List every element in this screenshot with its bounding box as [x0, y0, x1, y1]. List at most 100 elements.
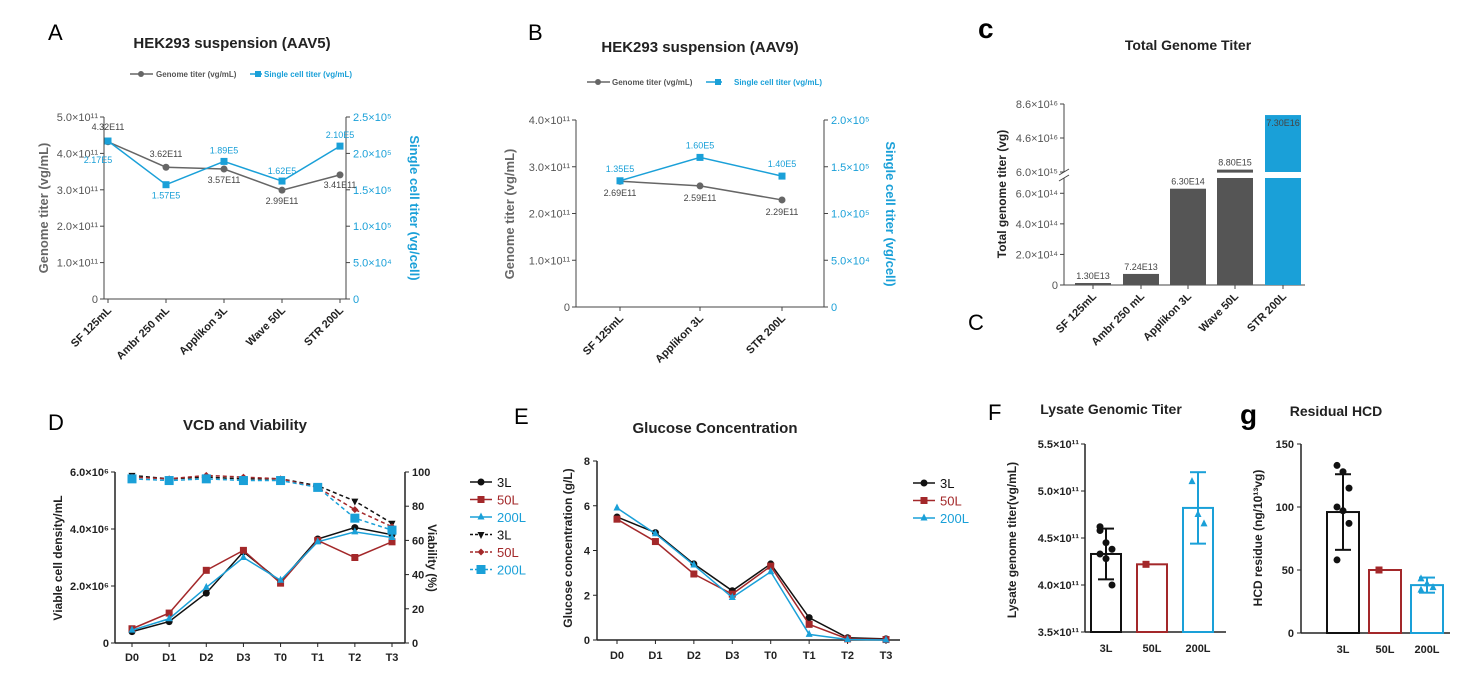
data-label-genome-a: 4.32E11	[92, 122, 125, 132]
y2-axis-label-d: Viability (%)	[425, 524, 439, 592]
legend-label-d: 3L	[497, 528, 511, 543]
x-tick-label-c: STR 200L	[1245, 290, 1289, 334]
x-tick-label-g: 3L	[1337, 644, 1350, 656]
data-label-c: 8.80E15	[1218, 158, 1252, 168]
series-line-d	[131, 531, 393, 631]
axis-break-mark-c	[1058, 174, 1070, 182]
point-f	[1108, 581, 1116, 589]
y-tick-label-f: 3.5×10¹¹	[1038, 627, 1080, 639]
x-tick-label-d: T2	[348, 652, 361, 664]
legend-marker-cell-b	[715, 79, 721, 85]
y-tick-label-g: 0	[1288, 628, 1294, 640]
legend-label-d: 50L	[497, 493, 519, 508]
chart-title-b: HEK293 suspension (AAV9)	[601, 39, 798, 56]
point-e	[805, 614, 813, 622]
point-g	[1333, 503, 1341, 511]
y2-tick-label-b: 1.0×10⁵	[831, 209, 870, 221]
x-tick-label-e: T2	[841, 650, 854, 662]
data-label-genome-b: 2.69E11	[604, 188, 637, 198]
point-genome-a	[162, 163, 170, 171]
point-cell-b	[696, 153, 704, 161]
x-tick-label-e: T3	[880, 650, 893, 662]
y2-tick-label-b: 2.0×10⁵	[831, 115, 870, 127]
x-tick-label-e: D2	[687, 650, 701, 662]
x-tick-label-a: STR 200L	[302, 304, 346, 348]
x-tick-label-g: 50L	[1376, 644, 1395, 656]
y-tick-label-b: 0	[564, 302, 570, 314]
chart-title-e: Glucose Concentration	[632, 420, 797, 437]
y2-axis-label-a: Single cell titer (vg/cell)	[407, 135, 422, 280]
panel-label-c: c	[978, 13, 994, 44]
legend-marker-e	[920, 513, 928, 521]
x-tick-label-d: D0	[125, 652, 139, 664]
point-genome-a	[278, 186, 286, 194]
point-d	[202, 566, 210, 574]
y-tick-label-c: 4.0×10¹⁴	[1016, 219, 1059, 231]
y-tick-label-b: 1.0×10¹¹	[529, 255, 571, 267]
x-tick-label-b: SF 125mL	[581, 312, 626, 357]
point-d	[202, 589, 210, 597]
point-cell-a	[336, 142, 344, 150]
legend-marker-d	[477, 548, 485, 556]
point-e	[613, 515, 621, 523]
point-e	[613, 503, 621, 511]
x-tick-label-c: Applikon 3L	[1141, 290, 1194, 343]
data-label-genome-a: 3.57E11	[208, 175, 241, 185]
point-g	[1333, 556, 1341, 564]
point-cell-b	[616, 177, 624, 185]
y2-tick-label-d: 40	[412, 570, 424, 582]
y-tick-label-a: 1.0×10¹¹	[57, 258, 99, 270]
y-tick-label-a: 2.0×10¹¹	[57, 221, 99, 233]
y-tick-label-f: 4.0×10¹¹	[1038, 580, 1080, 592]
legend-marker-d	[477, 496, 485, 503]
point-d	[239, 553, 247, 560]
series-line-e	[616, 516, 887, 640]
point-f	[1102, 555, 1110, 563]
y2-tick-label-d: 100	[412, 467, 430, 479]
legend-marker-genome-a	[138, 71, 144, 77]
data-label-cell-b: 1.60E5	[686, 140, 715, 150]
point-g	[1339, 507, 1347, 515]
point-d	[201, 474, 211, 484]
bar-g	[1368, 569, 1402, 634]
y-tick-label-f: 5.0×10¹¹	[1038, 486, 1080, 498]
y-axis-label-e: Glucose concentration (g/L)	[561, 468, 575, 627]
y2-tick-label-a: 0	[353, 294, 359, 306]
point-d	[238, 476, 248, 486]
x-tick-label-e: T1	[803, 650, 816, 662]
data-label-c: 1.30E13	[1076, 271, 1110, 281]
y-axis-label-c: Total genome titer (vg)	[995, 130, 1009, 258]
point-e	[651, 538, 659, 546]
y-tick-label-b: 2.0×10¹¹	[529, 209, 571, 221]
x-tick-label-f: 50L	[1143, 643, 1162, 655]
point-d	[387, 525, 397, 535]
x-tick-label-a: SF 125mL	[69, 304, 114, 349]
data-label-c: 7.30E16	[1266, 118, 1300, 128]
point-d	[276, 476, 286, 486]
data-label-genome-a: 3.41E11	[324, 180, 357, 190]
point-f	[1096, 526, 1104, 534]
chart-title-c: Total Genome Titer	[1125, 37, 1252, 53]
legend-marker-d	[476, 565, 486, 574]
y-tick-label-d: 4.0×10⁶	[70, 524, 109, 536]
legend-label-d: 200L	[497, 563, 526, 578]
y-axis-label-f: Lysate genome titer(vg/mL)	[1005, 462, 1019, 618]
panel-label-a: A	[48, 20, 63, 45]
y-axis-label-b: Genome titer (vg/mL)	[502, 149, 517, 280]
y-tick-label-c: 6.0×10¹⁴	[1016, 188, 1059, 200]
point-g	[1417, 574, 1425, 582]
series-line-e	[616, 507, 887, 641]
y2-tick-label-a: 2.5×10⁵	[353, 112, 392, 124]
point-e	[844, 635, 852, 643]
chart-title-a: HEK293 suspension (AAV5)	[133, 35, 330, 52]
point-g	[1339, 468, 1347, 476]
point-e	[805, 629, 813, 637]
point-e	[651, 529, 659, 537]
point-g	[1417, 585, 1425, 593]
data-label-genome-b: 2.29E11	[766, 207, 799, 217]
y2-tick-label-b: 0	[831, 302, 837, 314]
x-tick-label-e: D0	[610, 650, 624, 662]
y-tick-label-a: 3.0×10¹¹	[57, 185, 99, 197]
bar-c	[1217, 178, 1253, 285]
